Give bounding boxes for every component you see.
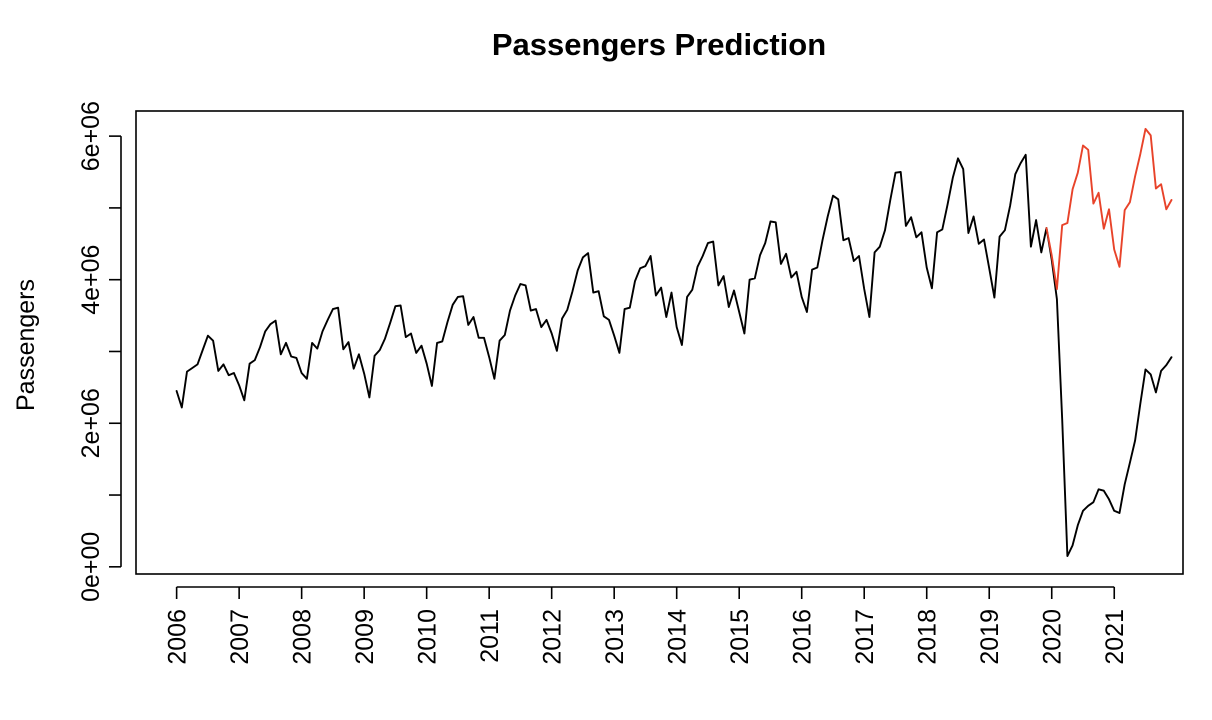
x-tick-label: 2009	[351, 609, 379, 665]
x-tick-label: 2017	[851, 609, 879, 665]
x-tick-label: 2011	[476, 609, 504, 663]
x-tick-label: 2016	[789, 609, 817, 665]
x-tick-label: 2008	[289, 609, 317, 665]
plot-frame	[135, 110, 1184, 575]
x-tick-label: 2010	[414, 609, 442, 665]
y-axis: 0e+00 2e+06 4e+06 6e+06	[77, 101, 122, 602]
x-tick-label: 2021	[1101, 609, 1129, 665]
chart-title: Passengers Prediction	[492, 27, 826, 62]
y-axis-label: Passengers	[12, 279, 40, 411]
y-tick-label: 4e+06	[77, 245, 105, 315]
x-tick-label: 2006	[164, 609, 192, 665]
x-tick-label: 2012	[539, 609, 567, 665]
x-tick-label: 2014	[664, 609, 692, 665]
y-tick-label: 6e+06	[77, 101, 105, 171]
x-tick-label: 2018	[914, 609, 942, 665]
x-tick-label: 2013	[601, 609, 629, 665]
x-tick-label: 2015	[726, 609, 754, 665]
x-tick-label: 2007	[226, 609, 254, 665]
x-tick-label: 2019	[976, 609, 1004, 665]
series-lines	[175, 127, 1173, 558]
series-line-observed	[175, 153, 1173, 558]
series-line-predicted	[1045, 127, 1173, 290]
x-tick-label: 2020	[1039, 609, 1067, 665]
x-axis: 2006 2007 2008 2009 2010 2011 2012 2013 2014 2015…	[164, 586, 1129, 665]
y-tick-label: 2e+06	[77, 388, 105, 458]
y-tick-label: 0e+00	[77, 532, 105, 602]
